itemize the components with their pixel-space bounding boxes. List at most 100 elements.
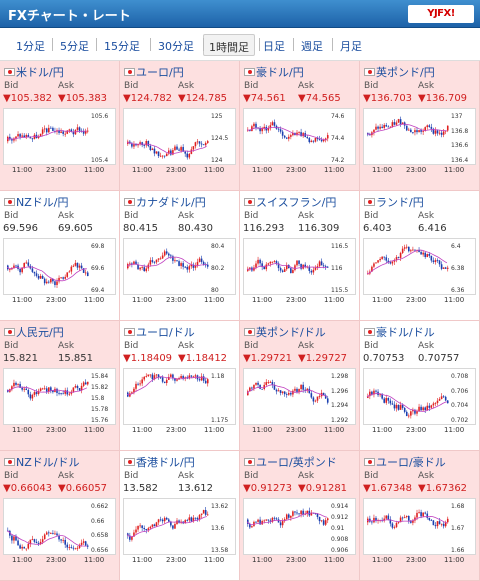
pair-name[interactable]: ユーロ/ドル: [136, 326, 195, 339]
pair-panel[interactable]: NZドル/円 Bid Ask 69.596 69.605 69.8 69.6 69.4 11:0…: [0, 191, 120, 321]
pair-title[interactable]: NZドル/ドル: [4, 454, 79, 470]
mini-chart[interactable]: 137 136.8 136.6 136.4: [363, 108, 476, 165]
mini-chart[interactable]: 74.6 74.4 74.2: [243, 108, 356, 165]
pair-name[interactable]: NZドル/ドル: [16, 456, 80, 469]
pair-title[interactable]: 豪ドル/ドル: [364, 324, 435, 340]
pair-panel[interactable]: NZドル/ドル Bid Ask ▼0.66043 ▼0.66057 0.662 0.66 0.…: [0, 451, 120, 581]
candle-body: [418, 512, 420, 513]
tab-3[interactable]: 15分足: [104, 40, 140, 53]
pair-panel[interactable]: ユーロ/ドル Bid Ask ▼1.18409 ▼1.18412 1.18 1.175 11:…: [120, 321, 240, 451]
pair-name[interactable]: NZドル/円: [16, 196, 69, 209]
candle-body: [324, 265, 327, 267]
candle-body: [43, 388, 46, 390]
mini-chart[interactable]: 0.708 0.706 0.704 0.702: [363, 368, 476, 425]
mini-chart[interactable]: 13.62 13.6 13.58: [123, 498, 236, 555]
bid-label: Bid: [364, 341, 379, 351]
candle-body: [31, 394, 34, 399]
pair-title[interactable]: NZドル/円: [4, 194, 68, 210]
candle-body: [314, 138, 317, 142]
ask-label: Ask: [178, 81, 195, 91]
mini-chart[interactable]: 80.4 80.2 80: [123, 238, 236, 295]
tab-7[interactable]: 週足: [301, 40, 323, 53]
pair-panel[interactable]: 人民元/円 Bid Ask 15.821 15.851 15.84 15.82 15.8 15.…: [0, 321, 120, 451]
pair-name[interactable]: 豪ドル/円: [256, 66, 304, 79]
tab-1[interactable]: 1分足: [16, 40, 45, 53]
pair-panel[interactable]: スイスフラン/円 Bid Ask 116.293 116.309 116.5 116 115.…: [240, 191, 360, 321]
pair-name[interactable]: 香港ドル/円: [136, 456, 195, 469]
pair-title[interactable]: カナダドル/円: [124, 194, 206, 210]
mini-chart[interactable]: 15.84 15.82 15.8 15.78 15.76: [3, 368, 116, 425]
candle-body: [373, 129, 375, 133]
pair-title[interactable]: ユーロ/円: [124, 64, 184, 80]
pair-name[interactable]: 人民元/円: [16, 326, 64, 339]
pair-title[interactable]: ユーロ/英ポンド: [244, 454, 337, 470]
pair-title[interactable]: 人民元/円: [4, 324, 64, 340]
pair-panel[interactable]: ユーロ/円 Bid Ask ▼124.782 ▼124.785 125 124.5 124 11…: [120, 61, 240, 191]
mini-chart[interactable]: 6.4 6.38 6.36: [363, 238, 476, 295]
tab-2[interactable]: 5分足: [60, 40, 89, 53]
candle-body: [174, 146, 176, 151]
candle-body: [204, 142, 207, 146]
pair-name[interactable]: カナダドル/円: [136, 196, 206, 209]
mini-chart[interactable]: 0.662 0.66 0.658 0.656: [3, 498, 116, 555]
candle-body: [294, 388, 296, 391]
pair-panel[interactable]: 英ポンド/ドル Bid Ask ▼1.29721 ▼1.29727 1.298 1.296 1…: [240, 321, 360, 451]
tab-4[interactable]: 30分足: [158, 40, 194, 53]
pair-name[interactable]: ユーロ/円: [136, 66, 184, 79]
candle-body: [33, 271, 36, 274]
pair-title[interactable]: 米ドル/円: [4, 64, 64, 80]
pair-panel[interactable]: 米ドル/円 Bid Ask ▼105.382 ▼105.383 105.6 105.4 11:…: [0, 61, 120, 191]
pair-name[interactable]: ランド/円: [376, 196, 424, 209]
candle-body: [444, 396, 447, 401]
pair-title[interactable]: ユーロ/豪ドル: [364, 454, 446, 470]
mini-chart[interactable]: 0.914 0.912 0.91 0.908 0.906: [243, 498, 356, 555]
candle-body: [422, 512, 424, 517]
mini-chart[interactable]: 1.298 1.296 1.294 1.292: [243, 368, 356, 425]
pair-name[interactable]: ユーロ/英ポンド: [256, 456, 337, 469]
pair-name[interactable]: ユーロ/豪ドル: [376, 456, 446, 469]
pair-title[interactable]: ユーロ/ドル: [124, 324, 195, 340]
pair-name[interactable]: スイスフラン/円: [256, 196, 337, 209]
mini-chart[interactable]: 1.18 1.175: [123, 368, 236, 425]
candle-body: [17, 134, 19, 137]
mini-chart[interactable]: 1.68 1.67 1.66: [363, 498, 476, 555]
x-tick-label: 11:00: [252, 166, 273, 174]
tab-5[interactable]: 1時間足: [203, 34, 255, 56]
pair-title[interactable]: スイスフラン/円: [244, 194, 336, 210]
candle-body: [141, 142, 143, 146]
pair-name[interactable]: 豪ドル/ドル: [376, 326, 435, 339]
pair-title[interactable]: 英ポンド/円: [364, 64, 435, 80]
candle-body: [442, 267, 445, 269]
pair-panel[interactable]: ユーロ/英ポンド Bid Ask ▼0.91273 ▼0.91281 0.914 0.912…: [240, 451, 360, 581]
pair-panel[interactable]: ユーロ/豪ドル Bid Ask ▼1.67348 ▼1.67362 1.68 1.67 1.6…: [360, 451, 480, 581]
mini-chart[interactable]: 69.8 69.6 69.4: [3, 238, 116, 295]
tab-8[interactable]: 月足: [340, 40, 362, 53]
pair-panel[interactable]: ランド/円 Bid Ask 6.403 6.416 6.4 6.38 6.36 11:00 23:…: [360, 191, 480, 321]
candle-body: [168, 376, 170, 380]
candle-body: [267, 519, 270, 521]
pair-panel[interactable]: 豪ドル/ドル Bid Ask 0.70753 0.70757 0.708 0.706 0.70…: [360, 321, 480, 451]
ask-value: 0.70757: [418, 353, 460, 364]
pair-panel[interactable]: カナダドル/円 Bid Ask 80.415 80.430 80.4 80.2 80 11:00…: [120, 191, 240, 321]
pair-title[interactable]: 英ポンド/ドル: [244, 324, 326, 340]
yjfx-logo[interactable]: YJFX!: [408, 5, 474, 23]
pair-title[interactable]: 香港ドル/円: [124, 454, 195, 470]
tab-6[interactable]: 日足: [263, 40, 285, 53]
candle-body: [172, 374, 174, 379]
pair-name[interactable]: 米ドル/円: [16, 66, 64, 79]
candle-body: [408, 246, 410, 252]
pair-name[interactable]: 英ポンド/円: [376, 66, 435, 79]
pair-panel[interactable]: 香港ドル/円 Bid Ask 13.582 13.612 13.62 13.6 13.58 11…: [120, 451, 240, 581]
pair-panel[interactable]: 豪ドル/円 Bid Ask ▼74.561 ▼74.565 74.6 74.4 74.2 11:…: [240, 61, 360, 191]
pair-title[interactable]: ランド/円: [364, 194, 424, 210]
mini-chart[interactable]: 116.5 116 115.5: [243, 238, 356, 295]
mini-chart[interactable]: 105.6 105.4: [3, 108, 116, 165]
x-tick-label: 23:00: [46, 426, 67, 434]
candle-body: [194, 517, 197, 519]
candle-body: [257, 382, 259, 385]
mini-chart[interactable]: 125 124.5 124: [123, 108, 236, 165]
pair-title[interactable]: 豪ドル/円: [244, 64, 304, 80]
pair-name[interactable]: 英ポンド/ドル: [256, 326, 326, 339]
x-tick-label: 11:00: [12, 426, 33, 434]
pair-panel[interactable]: 英ポンド/円 Bid Ask ▼136.703 ▼136.709 137 136.8 136.…: [360, 61, 480, 191]
